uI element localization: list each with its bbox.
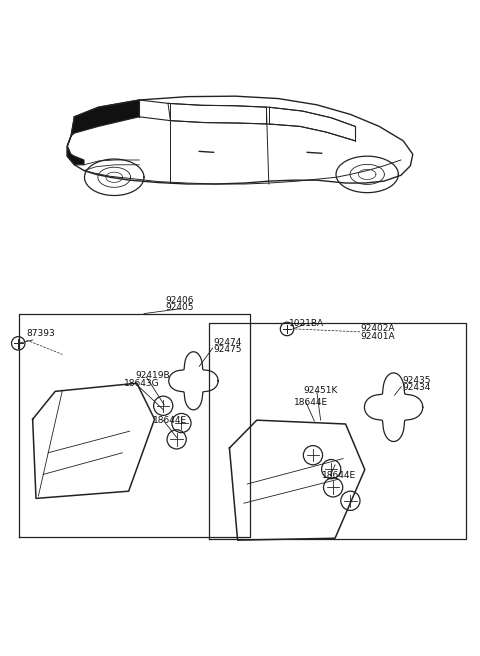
Text: 92405: 92405 bbox=[166, 303, 194, 312]
Text: 92451K: 92451K bbox=[303, 386, 338, 395]
Text: 92406: 92406 bbox=[166, 296, 194, 304]
Text: 92435: 92435 bbox=[402, 377, 431, 385]
Text: 18643G: 18643G bbox=[124, 379, 159, 388]
Text: 92475: 92475 bbox=[214, 345, 242, 354]
Text: 18644E: 18644E bbox=[294, 398, 328, 407]
Text: 92402A: 92402A bbox=[360, 325, 395, 333]
Text: 92434: 92434 bbox=[402, 384, 431, 392]
Text: 18644E: 18644E bbox=[153, 416, 187, 424]
Polygon shape bbox=[67, 100, 139, 165]
Text: 18644E: 18644E bbox=[322, 472, 356, 480]
Text: 92419B: 92419B bbox=[135, 371, 170, 380]
Text: 87393: 87393 bbox=[26, 329, 55, 338]
Text: 92401A: 92401A bbox=[360, 332, 395, 340]
Text: 1021BA: 1021BA bbox=[288, 319, 324, 328]
Text: 92474: 92474 bbox=[214, 338, 242, 347]
